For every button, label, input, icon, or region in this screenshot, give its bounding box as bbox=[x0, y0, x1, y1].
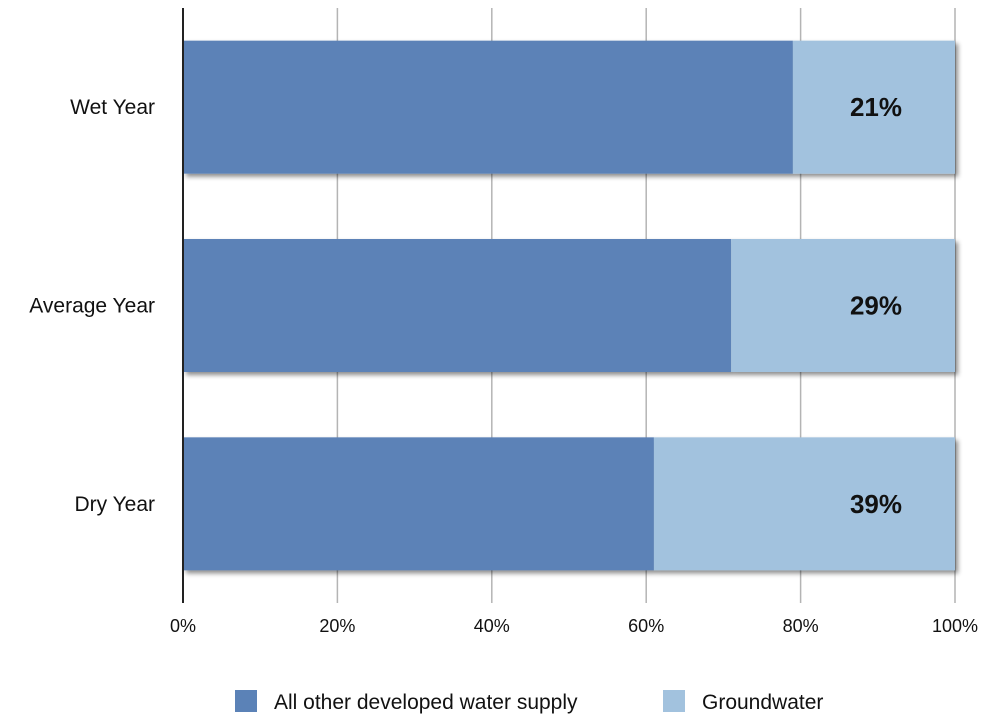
bar-group bbox=[183, 239, 955, 372]
legend-swatch bbox=[235, 690, 257, 712]
bar-segment bbox=[792, 40, 955, 174]
labels: Wet Year 21% Average Year 29% Dry Year 39% bbox=[29, 92, 902, 519]
data-label: 29% bbox=[850, 291, 902, 321]
x-tick-label: 80% bbox=[783, 616, 819, 636]
bar-segment bbox=[183, 40, 793, 174]
bar-segment bbox=[183, 437, 654, 571]
category-label: Dry Year bbox=[74, 493, 155, 516]
category-label: Average Year bbox=[29, 295, 155, 318]
bars bbox=[183, 40, 955, 571]
x-tick-label: 100% bbox=[932, 616, 978, 636]
legend-swatch bbox=[663, 690, 685, 712]
x-axis-ticks: 0% 20% 40% 60% 80% 100% bbox=[170, 616, 978, 636]
bar-group bbox=[183, 437, 955, 571]
legend-label: Groundwater bbox=[702, 691, 823, 714]
legend: All other developed water supply Groundwa… bbox=[235, 690, 823, 714]
bar-segment bbox=[731, 239, 955, 372]
x-tick-label: 40% bbox=[474, 616, 510, 636]
x-tick-label: 0% bbox=[170, 616, 196, 636]
data-label: 39% bbox=[850, 489, 902, 519]
data-label: 21% bbox=[850, 92, 902, 122]
x-tick-label: 20% bbox=[319, 616, 355, 636]
bar-group bbox=[183, 40, 955, 174]
legend-label: All other developed water supply bbox=[274, 691, 578, 714]
x-tick-label: 60% bbox=[628, 616, 664, 636]
bar-segment bbox=[183, 239, 732, 372]
bar-segment bbox=[653, 437, 955, 571]
category-label: Wet Year bbox=[70, 96, 155, 119]
